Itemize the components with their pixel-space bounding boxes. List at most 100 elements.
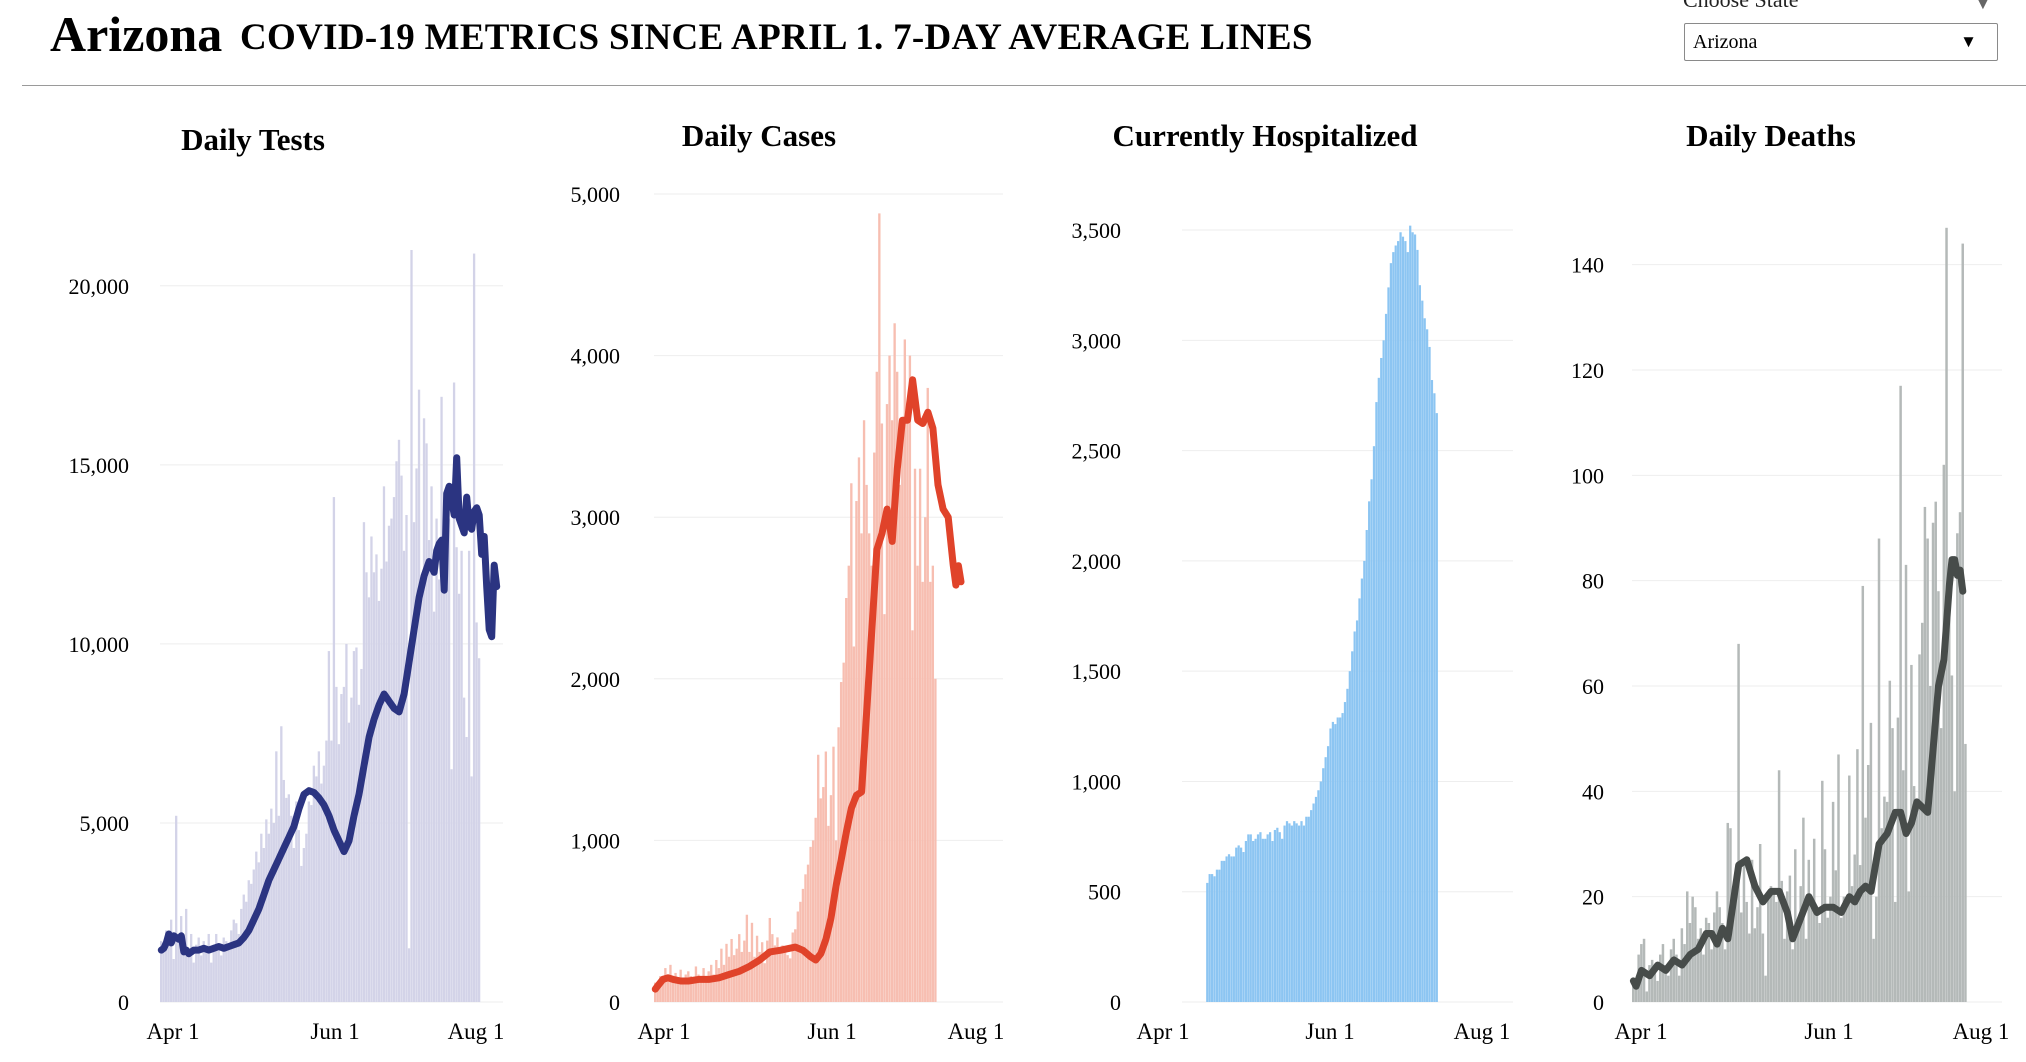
bar <box>1939 728 1943 1002</box>
bar <box>1256 834 1260 1002</box>
y-tick-label: 5,000 <box>571 182 621 207</box>
bar <box>425 443 428 1002</box>
bar <box>462 697 466 1002</box>
bar <box>748 951 751 1002</box>
bar <box>232 919 235 1002</box>
bar <box>1237 845 1240 1002</box>
bar <box>1899 385 1902 1002</box>
bar <box>162 948 165 1002</box>
y-tick-label: 20,000 <box>69 274 130 299</box>
bar <box>901 436 904 1002</box>
bar <box>1266 834 1269 1002</box>
bar <box>1834 870 1838 1002</box>
bar <box>380 568 383 1002</box>
bar <box>1331 721 1335 1002</box>
bar <box>811 840 815 1002</box>
bar <box>170 919 173 1002</box>
bar <box>1208 874 1211 1002</box>
bar <box>180 916 183 1002</box>
y-tick-label: 2,000 <box>1072 549 1122 574</box>
y-tick-label: 20 <box>1582 885 1604 910</box>
bar <box>1418 285 1421 1002</box>
bar <box>1399 232 1402 1002</box>
bar <box>870 565 873 1002</box>
bar <box>796 911 800 1002</box>
bar <box>676 977 680 1002</box>
bar <box>1858 865 1862 1002</box>
bar <box>1772 891 1775 1002</box>
bar <box>302 848 306 1002</box>
bar <box>197 937 200 1002</box>
bar <box>330 740 333 1002</box>
bar <box>405 514 408 1002</box>
chart-daily-tests: Daily Tests 0 5,000 10,000 15,000 20,000 Apr 1… <box>69 122 505 1044</box>
bar <box>1653 970 1657 1002</box>
bar <box>704 977 708 1002</box>
bar <box>1956 533 1959 1002</box>
bar <box>1293 821 1296 1002</box>
bar <box>1235 847 1238 1002</box>
bar <box>1377 377 1380 1003</box>
bar <box>1409 225 1412 1003</box>
bar <box>1964 743 1967 1002</box>
bar <box>1831 801 1835 1002</box>
bar <box>457 593 461 1002</box>
bar <box>1942 464 1946 1002</box>
bar <box>1753 928 1757 1002</box>
bar <box>282 779 285 1002</box>
bar <box>707 971 710 1002</box>
bar <box>387 525 391 1002</box>
bar <box>465 737 468 1002</box>
x-tick-label: Apr 1 <box>146 1019 199 1044</box>
bar <box>1818 923 1821 1002</box>
bar <box>806 864 810 1002</box>
header: Arizona COVID-19 METRICS SINCE APRIL 1. … <box>0 0 2026 86</box>
bar <box>1926 538 1929 1002</box>
bar <box>804 874 807 1002</box>
bar <box>437 579 441 1002</box>
y-tick-label: 10,000 <box>69 632 130 657</box>
bar <box>659 976 662 1002</box>
bar <box>1750 859 1754 1002</box>
bar <box>277 815 280 1002</box>
bar <box>1775 901 1778 1002</box>
bar <box>1718 907 1721 1002</box>
bar <box>1297 825 1301 1002</box>
bar <box>814 817 817 1002</box>
bar <box>252 869 255 1002</box>
bar <box>1343 702 1347 1002</box>
bar <box>187 951 190 1002</box>
bar <box>1329 728 1332 1002</box>
y-tick-label: 80 <box>1582 569 1604 594</box>
bar <box>1307 816 1310 1002</box>
bar <box>1227 854 1231 1002</box>
bar <box>290 815 293 1002</box>
bar <box>687 971 690 1002</box>
bar <box>1723 949 1727 1002</box>
y-tick-label: 100 <box>1571 463 1604 488</box>
bar <box>898 484 901 1002</box>
y-tick-label: 3,000 <box>571 505 621 530</box>
chevron-down-icon[interactable]: ▼ <box>1960 32 1977 51</box>
bar <box>1372 446 1376 1002</box>
bar <box>1239 847 1243 1002</box>
bar <box>852 646 856 1002</box>
bar <box>250 883 253 1002</box>
bar <box>1210 874 1214 1002</box>
bar <box>674 972 677 1002</box>
bar <box>172 959 175 1002</box>
bar <box>1869 722 1873 1002</box>
bar <box>916 565 919 1002</box>
bar <box>890 420 894 1002</box>
bar <box>883 614 886 1002</box>
bar <box>392 497 396 1002</box>
bar <box>1961 243 1964 1003</box>
bar <box>1225 856 1228 1002</box>
bar <box>671 982 675 1002</box>
state-select[interactable]: Arizona ▼ <box>1684 23 1998 61</box>
bar <box>1394 245 1397 1002</box>
bar <box>1384 313 1388 1002</box>
bar <box>1428 346 1431 1002</box>
bar <box>1767 896 1770 1002</box>
bar <box>1823 849 1827 1002</box>
